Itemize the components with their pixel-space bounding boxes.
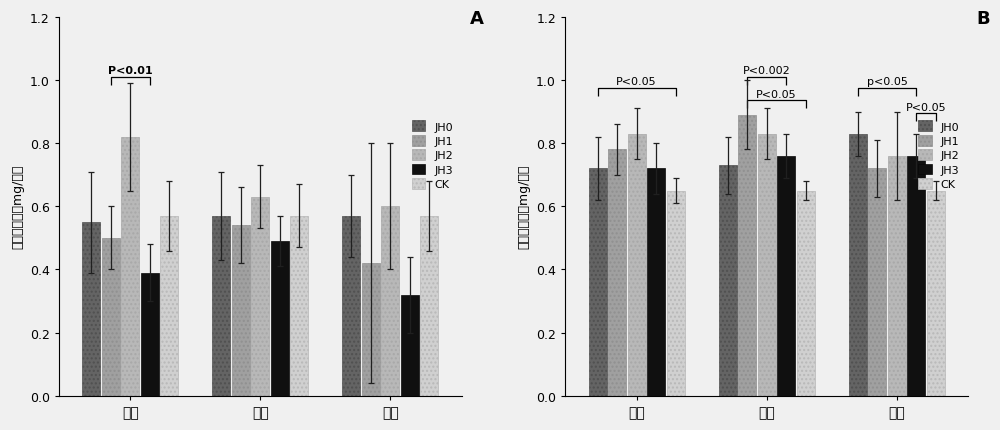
Bar	[907, 157, 925, 396]
Text: P<0.05: P<0.05	[756, 90, 797, 100]
Bar	[381, 207, 399, 396]
Bar	[121, 138, 139, 396]
Bar	[758, 134, 776, 396]
Bar	[82, 223, 100, 396]
Bar	[271, 242, 289, 396]
Bar	[797, 191, 815, 396]
Bar	[251, 197, 269, 396]
Bar	[212, 216, 230, 396]
Text: P<0.05: P<0.05	[906, 102, 946, 112]
Bar	[608, 150, 626, 396]
Bar	[628, 134, 646, 396]
Bar	[589, 169, 607, 396]
Text: A: A	[470, 10, 484, 28]
Bar	[141, 273, 159, 396]
Bar	[927, 191, 945, 396]
Bar	[849, 134, 867, 396]
Bar	[232, 226, 250, 396]
Bar	[362, 264, 380, 396]
Bar	[888, 157, 906, 396]
Bar	[868, 169, 886, 396]
Text: B: B	[976, 10, 990, 28]
Bar	[342, 216, 360, 396]
Bar	[401, 295, 419, 396]
Bar	[160, 216, 178, 396]
Bar	[420, 216, 438, 396]
Bar	[719, 166, 737, 396]
Legend: JH0, JH1, JH2, JH3, CK: JH0, JH1, JH2, JH3, CK	[915, 118, 963, 193]
Text: P<0.01: P<0.01	[108, 66, 153, 76]
Legend: JH0, JH1, JH2, JH3, CK: JH0, JH1, JH2, JH3, CK	[409, 118, 456, 193]
Text: p<0.05: p<0.05	[867, 77, 907, 87]
Y-axis label: 个体泌蜡量（mg/头）: 个体泌蜡量（mg/头）	[11, 165, 24, 249]
Bar	[738, 115, 756, 396]
Bar	[647, 169, 665, 396]
Bar	[667, 191, 685, 396]
Text: P<0.05: P<0.05	[616, 77, 657, 87]
Bar	[290, 216, 308, 396]
Text: P<0.002: P<0.002	[743, 66, 791, 76]
Bar	[777, 157, 795, 396]
Y-axis label: 个体泌蜡量（mg/头）: 个体泌蜡量（mg/头）	[517, 165, 530, 249]
Bar	[102, 238, 120, 396]
